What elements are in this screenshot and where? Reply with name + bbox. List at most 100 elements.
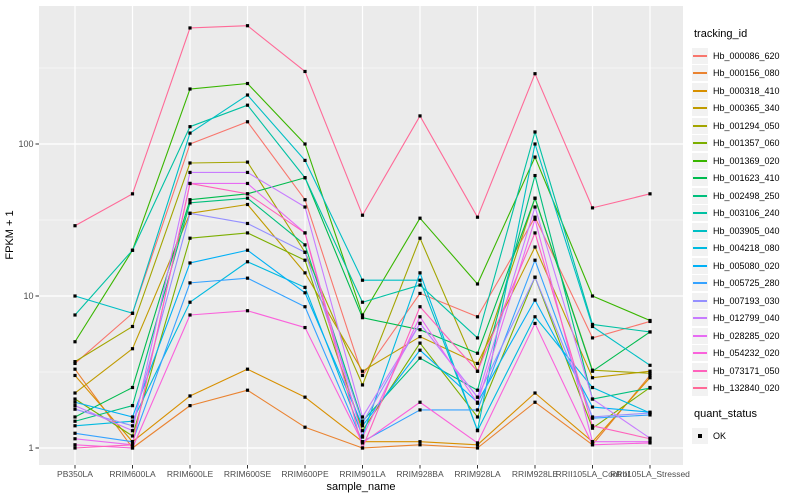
data-point (73, 407, 77, 411)
data-point (303, 231, 307, 235)
x-tick-label: RRIM928BA (396, 469, 444, 479)
legend-line-icon (693, 159, 707, 162)
data-point (418, 341, 422, 345)
legend-items-quant-status: OK (692, 427, 798, 445)
legend-section-quant-status: quant_status OK (692, 408, 798, 445)
data-point (360, 429, 365, 433)
data-point (590, 369, 595, 373)
data-point (648, 386, 652, 390)
data-point (73, 415, 77, 419)
legend-key-swatch (692, 47, 708, 64)
x-tick-label: RRIM600PE (281, 469, 329, 479)
data-point (648, 413, 652, 417)
y-axis-title: FPKM + 1 (4, 210, 16, 259)
data-point (188, 125, 192, 129)
legend-key-swatch (692, 152, 708, 169)
data-point (533, 72, 537, 76)
data-point (188, 198, 192, 202)
data-point (303, 176, 307, 180)
data-point (360, 278, 365, 282)
legend-item-label: Hb_132840_020 (713, 383, 780, 394)
data-point (245, 24, 250, 28)
x-axis-title: sample_name (326, 481, 395, 493)
legend-item-label: Hb_001294_050 (713, 120, 780, 131)
legend-item-label: Hb_001357_060 (713, 138, 780, 149)
data-point (418, 283, 422, 287)
legend-key-swatch (692, 275, 708, 292)
data-point (590, 397, 595, 401)
data-point (533, 196, 537, 200)
data-point (648, 376, 652, 380)
legend-key-swatch (692, 310, 708, 327)
data-point (245, 103, 250, 107)
data-point (648, 363, 652, 367)
data-point (303, 395, 307, 399)
legend-key-swatch (692, 222, 708, 239)
data-point (475, 361, 480, 366)
data-point (418, 443, 422, 447)
legend-key-swatch (692, 117, 708, 134)
data-point (130, 311, 135, 315)
data-point (73, 360, 77, 364)
legend-line-icon (693, 387, 707, 390)
legend-line-icon (693, 282, 707, 285)
data-point (188, 87, 192, 91)
data-point (303, 291, 307, 295)
data-point (188, 181, 192, 186)
legend-item-Hb_001623_410: Hb_001623_410 (692, 170, 798, 188)
legend-key-swatch (692, 380, 708, 397)
legend-item-Hb_000318_410: Hb_000318_410 (692, 82, 798, 100)
data-point (130, 440, 135, 444)
x-tick-label: RRIM600LE (167, 469, 214, 479)
data-point (73, 373, 77, 378)
legend-item-label: Hb_005080_020 (713, 260, 780, 271)
data-point (648, 371, 652, 375)
legend-key-swatch (692, 292, 708, 309)
data-point (590, 322, 595, 327)
data-point (533, 215, 537, 219)
data-point (418, 305, 422, 309)
data-point (130, 324, 135, 329)
data-point (475, 388, 480, 392)
data-point (188, 26, 192, 30)
legend-item-label: Hb_003905_040 (713, 225, 780, 236)
data-point (73, 367, 77, 371)
data-point (418, 321, 422, 326)
data-point (360, 383, 365, 387)
data-point (303, 243, 307, 247)
legend-line-icon (693, 194, 707, 197)
data-point (360, 424, 365, 428)
data-point (188, 281, 192, 285)
data-point (475, 443, 480, 447)
legend-item-label: Hb_000086_620 (713, 50, 780, 61)
data-point (590, 324, 595, 329)
legend-item-Hb_007193_030: Hb_007193_030 (692, 292, 798, 310)
data-point (418, 328, 422, 332)
legend-item-label: Hb_001623_410 (713, 173, 780, 184)
data-point (130, 404, 135, 408)
line-chart: 100 10 1 PB350LA RRIM600LA RRIM600LE RRIM600SE… (4, 6, 690, 493)
data-point (475, 369, 480, 373)
data-point (648, 330, 652, 334)
legend-key-swatch (692, 327, 708, 344)
data-point (73, 400, 77, 404)
data-point (360, 369, 365, 373)
legend-item-Hb_132840_020: Hb_132840_020 (692, 380, 798, 398)
legend-key-swatch (692, 65, 708, 82)
data-point (590, 440, 595, 444)
data-point (418, 278, 422, 282)
data-point (188, 211, 192, 215)
data-point (648, 411, 652, 415)
data-point (648, 437, 652, 441)
data-point (245, 196, 250, 200)
data-point (73, 340, 77, 344)
data-point (418, 236, 422, 240)
legend-item-label: Hb_028285_020 (713, 330, 780, 341)
data-point (418, 114, 422, 118)
legend-line-icon (693, 369, 707, 372)
data-point (130, 443, 135, 447)
legend-item-Hb_001294_050: Hb_001294_050 (692, 117, 798, 135)
data-point (418, 408, 422, 412)
data-point (648, 192, 652, 196)
